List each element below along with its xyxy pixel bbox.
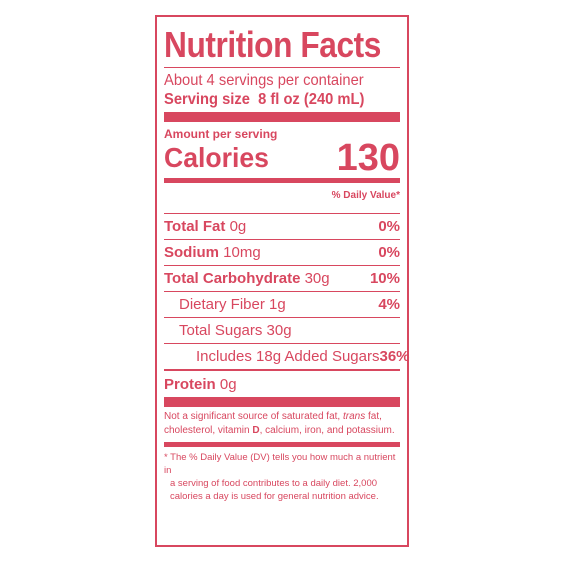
servings-per-container: About 4 servings per container [164, 72, 364, 89]
nutrient-amount: 30g [304, 270, 330, 287]
daily-value-footnote: * The % Daily Value (DV) tells you how m… [164, 447, 400, 503]
divider [164, 213, 400, 214]
nutrient-name: Protein [164, 375, 216, 393]
nutrient-name: Sodium [164, 244, 219, 261]
nutrient-name: Total Fat [164, 218, 226, 235]
nutrient-row-total-fat: Total Fat 0g 0% [164, 214, 400, 240]
nutrient-name: Total Sugars 30g [179, 322, 292, 339]
divider [164, 67, 400, 68]
daily-value-header: % Daily Value* [331, 190, 400, 201]
daily-value-footnote-first: * The % Daily Value (DV) tells you how m… [164, 452, 396, 476]
nutrient-dv: 4% [378, 296, 400, 313]
nutrient-dv: 10% [369, 270, 400, 287]
nutrient-row-total-sugars: Total Sugars 30g [164, 318, 400, 344]
thick-divider [164, 112, 400, 122]
serving-size: Serving size 8 fl oz (240 mL) [164, 90, 381, 110]
nutrient-dv: 36% [379, 348, 410, 365]
nutrient-row-sodium: Sodium 10mg 0% [164, 240, 400, 266]
serving-size-value: 8 fl oz (240 mL) [258, 91, 365, 108]
thick-divider [164, 397, 400, 407]
nutrient-row-total-carbohydrate: Total Carbohydrate 30g 10% [164, 266, 400, 292]
nutrient-name: Total Carbohydrate [164, 270, 301, 287]
calories-label: Calories [164, 142, 269, 173]
nutrient-row-added-sugars: Includes 18g Added Sugars 36% [164, 344, 410, 370]
daily-value-footnote-rest: a serving of food contributes to a daily… [170, 478, 379, 502]
amount-per-serving: Amount per serving [164, 127, 278, 141]
divider [164, 370, 400, 371]
nutrition-facts-title: Nutrition Facts [164, 24, 381, 65]
calories-value: 130 [336, 137, 400, 179]
medium-divider [164, 442, 400, 447]
nutrient-row-protein: Protein 0g [164, 371, 400, 397]
nutrition-facts-panel: Nutrition Facts About 4 servings per con… [155, 15, 410, 547]
serving-size-label: Serving size [164, 91, 250, 108]
nutrient-dv: 0% [378, 244, 400, 261]
calories-row: Calories 130 [164, 137, 400, 179]
nutrient-row-dietary-fiber: Dietary Fiber 1g 4% [164, 292, 400, 318]
not-significant-source-note: Not a significant source of saturated fa… [164, 411, 395, 436]
nutrient-amount: 10mg [223, 244, 261, 261]
nutrient-name: Dietary Fiber 1g [179, 296, 286, 313]
nutrient-dv: 0% [378, 218, 400, 235]
nutrient-amount: 0g [229, 218, 247, 235]
nutrient-amount: 0g [219, 375, 237, 393]
medium-divider [164, 178, 400, 183]
nutrient-name: Includes 18g Added Sugars [196, 348, 380, 365]
